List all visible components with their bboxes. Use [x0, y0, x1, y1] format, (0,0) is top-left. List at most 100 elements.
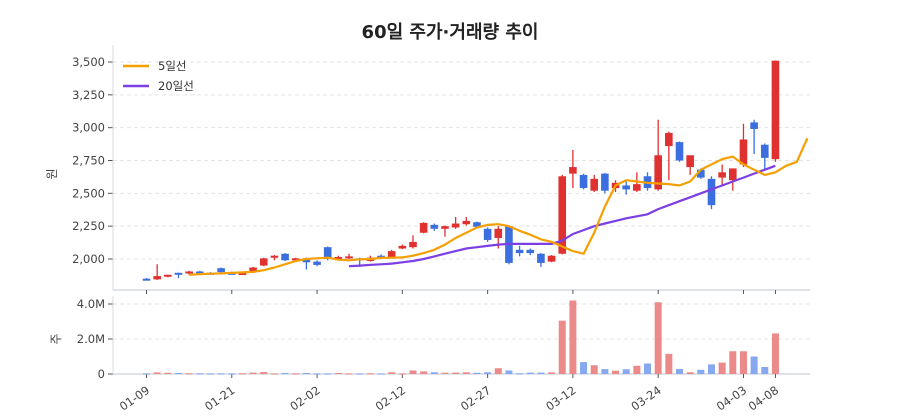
x-tick-label: 02-27 [458, 383, 493, 414]
price-tick-label: 2,750 [72, 154, 105, 168]
volume-bar [548, 372, 556, 374]
volume-bar [644, 363, 652, 374]
volume-bar [196, 373, 204, 375]
x-tick-label: 02-12 [373, 383, 408, 414]
price-tick-label: 2,250 [72, 219, 105, 233]
x-tick-label: 04-08 [746, 383, 781, 414]
volume-bar [484, 372, 492, 374]
volume-bar [494, 368, 502, 374]
candle-body [622, 185, 630, 190]
volume-bar [206, 373, 214, 375]
volume-bar [612, 370, 620, 374]
volume-bar [153, 372, 161, 374]
price-tick-label: 2,500 [72, 186, 105, 200]
price-tick-label: 3,000 [72, 121, 105, 135]
volume-bars [143, 300, 779, 375]
legend: 5일선 20일선 [123, 59, 194, 93]
candle-body [494, 228, 503, 238]
candle-body [259, 258, 268, 266]
price-tick-label: 2,000 [72, 252, 105, 266]
volume-bar [281, 372, 289, 374]
candle-body [697, 169, 705, 178]
candle-body [654, 155, 662, 190]
candle-body [291, 258, 300, 261]
volume-bar [366, 373, 374, 375]
volume-grid [113, 303, 810, 340]
candle-body [249, 267, 257, 272]
candle-body [398, 245, 407, 249]
ma5-line [189, 137, 809, 276]
axes: 2,000 2,250 2,500 2,750 3,000 3,250 3,500 0 2.0M… [72, 45, 810, 381]
volume-bar [409, 370, 417, 374]
volume-bar [164, 372, 172, 374]
candle-body [739, 139, 748, 165]
volume-bar [185, 373, 193, 375]
volume-bar [313, 373, 321, 375]
candle-body [174, 272, 183, 275]
volume-bar [707, 364, 715, 374]
candle-body [377, 255, 385, 258]
volume-bar [771, 333, 779, 374]
volume-bar [590, 365, 598, 374]
volume-bar [420, 371, 428, 374]
legend-label-ma5: 5일선 [158, 59, 186, 73]
candle-body [387, 251, 396, 258]
volume-bar [761, 367, 769, 374]
volume-bar [398, 373, 406, 375]
candle-body [547, 255, 556, 262]
candle-body [665, 132, 673, 147]
ma20-line [348, 164, 776, 268]
candle-body [462, 220, 471, 225]
moving-average-lines [189, 137, 809, 276]
volume-bar [388, 372, 396, 374]
x-tick-label: 03-24 [628, 383, 663, 414]
candle-body [302, 258, 311, 263]
volume-bar [686, 372, 694, 374]
candle-body [707, 178, 716, 206]
candle-body [537, 253, 545, 263]
volume-bar [452, 372, 460, 374]
volume-bar [718, 362, 726, 374]
volume-bar [302, 372, 310, 374]
volume-bar [356, 373, 364, 375]
volume-bar [174, 372, 182, 374]
candle-body [441, 226, 449, 229]
volume-bar [537, 372, 545, 374]
candle-body [750, 122, 758, 129]
candle-body [313, 261, 321, 265]
candle-body [281, 253, 289, 261]
candle-body [323, 247, 332, 259]
volume-bar [676, 368, 683, 374]
volume-bar [345, 373, 353, 375]
candle-body [164, 274, 172, 277]
volume-bar [334, 372, 342, 374]
price-grid [113, 61, 810, 260]
volume-bar [143, 373, 150, 375]
candle-body [633, 184, 641, 191]
volume-tick-label: 4.0M [77, 297, 105, 311]
volume-bar [633, 365, 641, 374]
candle-body [345, 256, 353, 259]
candle-body [483, 228, 492, 240]
candle-body [590, 178, 599, 191]
volume-bar [228, 373, 236, 375]
legend-label-ma20: 20일선 [158, 79, 194, 93]
volume-axis-title: 주 [49, 333, 63, 344]
volume-bar [516, 373, 524, 375]
volume-bar [697, 369, 705, 374]
candle-body [601, 173, 609, 191]
candle-body [409, 241, 417, 248]
candle-body [515, 249, 524, 254]
volume-bar [473, 372, 481, 374]
candle-body [686, 155, 694, 168]
volume-bar [622, 369, 630, 374]
volume-bar [260, 372, 268, 374]
volume-bar [580, 362, 588, 374]
candle-body [270, 255, 279, 258]
candle-body [558, 176, 567, 254]
x-tick-label: 01-21 [202, 383, 237, 414]
volume-tick-label: 0 [98, 367, 105, 381]
volume-bar [238, 373, 246, 375]
volume-bar [324, 373, 332, 375]
